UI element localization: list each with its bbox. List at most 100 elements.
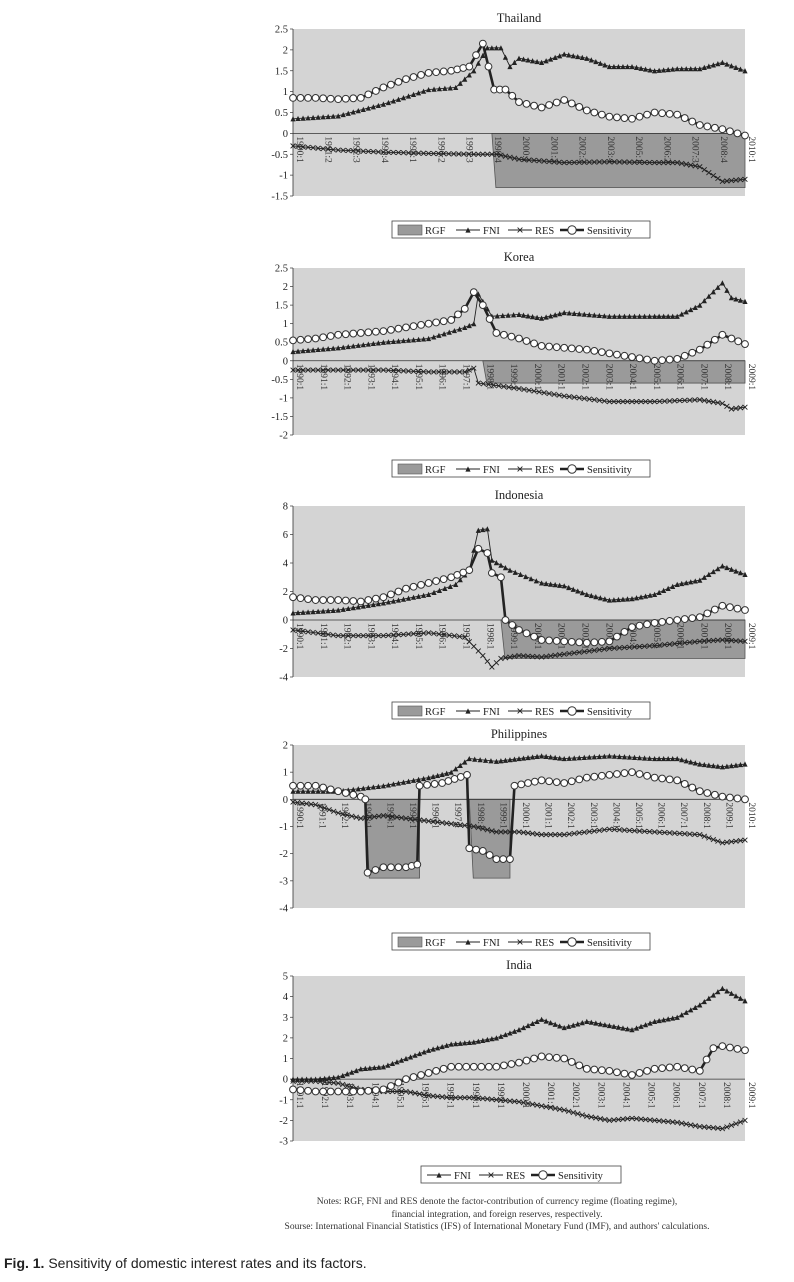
x-tick-label: 2003:1 [595,1082,605,1109]
marker-res [451,369,458,375]
marker-res [461,151,467,157]
marker-res [641,159,648,166]
marker-res [581,395,588,402]
marker-res [480,151,486,157]
marker-res [629,398,635,405]
marker-res [706,1124,712,1131]
marker-res [516,156,522,162]
marker-fni [621,754,628,760]
marker-res [710,172,717,179]
marker-fni [566,1023,572,1029]
marker-sensitivity [643,771,651,780]
x-tick-label: 2001:2 [548,136,558,163]
marker-res [687,831,693,837]
marker-res [317,803,323,810]
marker-fni [290,788,296,794]
marker-fni [692,760,698,766]
marker-res [615,398,622,405]
marker-fni [310,347,316,353]
marker-res [462,1094,468,1101]
marker-fni [510,312,517,318]
marker-sensitivity [402,75,410,83]
marker-res [661,398,668,404]
marker-fni [728,566,735,572]
marker-res [638,398,644,405]
marker-res [701,166,708,173]
marker-res [435,150,442,157]
marker-fni [400,779,407,785]
marker-res [571,830,577,837]
legend-marker-sensitivity [567,225,577,235]
marker-res [571,650,577,656]
x-tick-label: 2002:1 [565,802,575,829]
marker-fni [355,342,361,348]
marker-sensitivity [688,783,697,792]
marker-res [325,631,331,638]
marker-res [376,813,382,819]
marker-fni [641,313,648,319]
marker-sensitivity [537,103,546,112]
marker-res [682,831,688,837]
marker-fni [330,113,336,119]
marker-res [697,397,703,403]
marker-res [345,367,351,373]
marker-fni [502,1031,509,1038]
marker-fni [398,1057,405,1063]
marker-fni [370,784,376,790]
marker-res [493,151,500,157]
marker-res [300,367,306,373]
legend-label-sensitivity: Sensitivity [587,938,633,949]
marker-fni [701,298,707,304]
marker-sensitivity [590,772,599,781]
marker-sensitivity [537,342,546,350]
x-tick-label: 2002:1 [579,623,589,650]
marker-sensitivity [465,844,474,853]
marker-fni [597,60,603,66]
marker-res [647,398,653,405]
y-tick-label: 2 [283,282,288,293]
marker-sensitivity [635,1069,644,1077]
marker-fni [543,1018,549,1024]
marker-sensitivity [650,618,659,627]
marker-sensitivity [424,319,433,328]
marker-res [633,398,640,405]
marker-res [621,827,628,833]
marker-fni [498,45,504,51]
marker-sensitivity [319,1087,328,1096]
marker-sensitivity [605,637,614,646]
marker-res [641,828,648,835]
marker-fni [305,347,311,353]
marker-sensitivity [507,1060,516,1068]
marker-sensitivity [515,334,523,343]
marker-sensitivity [409,1073,418,1081]
marker-res [484,151,491,157]
marker-sensitivity [741,606,749,614]
marker-res [355,632,362,639]
x-tick-label: 1993:1 [344,1082,354,1109]
marker-fni [596,753,602,760]
marker-fni [679,1012,685,1018]
marker-sensitivity [530,632,538,641]
marker-sensitivity [575,638,584,647]
marker-sensitivity [718,125,727,134]
x-tick-label: 2005:1 [646,1082,656,1109]
marker-fni [593,1020,599,1026]
marker-fni [566,52,572,58]
marker-fni [679,311,685,317]
marker-fni [710,289,716,295]
marker-res [719,637,726,643]
marker-fni [534,1018,540,1024]
x-tick-label: 2009:1 [746,364,756,391]
marker-res [724,178,730,184]
x-tick-label: 1992:1 [319,1082,329,1109]
marker-sensitivity [363,868,372,877]
marker-res [593,1115,599,1121]
marker-fni [674,66,680,72]
marker-res [688,162,694,168]
marker-res [646,643,653,649]
marker-fni [439,1043,445,1050]
marker-sensitivity [537,636,546,644]
marker-fni [380,101,386,107]
marker-fni [358,1066,364,1072]
y-tick-label: -1 [279,1095,288,1106]
